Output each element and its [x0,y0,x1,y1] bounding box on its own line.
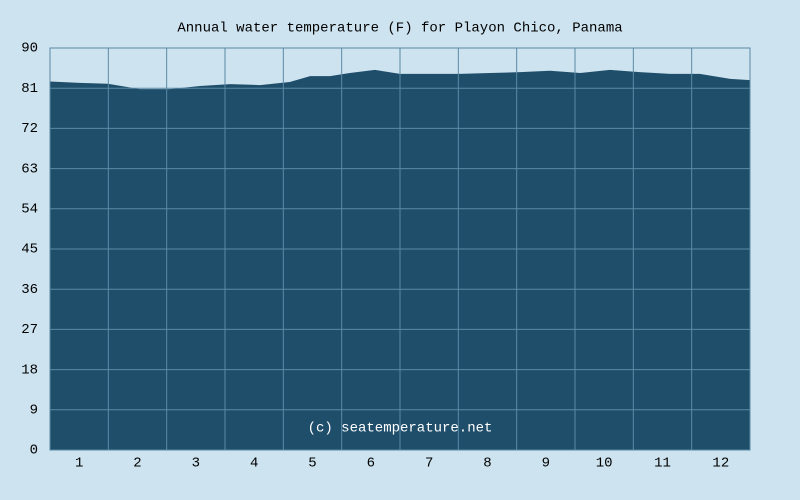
x-tick-label: 9 [542,456,550,472]
x-tick-label: 1 [75,456,83,472]
y-tick-label: 90 [21,41,38,57]
x-tick-label: 4 [250,456,258,472]
x-tick-label: 11 [654,456,671,472]
y-tick-label: 54 [21,202,38,218]
y-tick-label: 45 [21,242,38,258]
y-tick-label: 36 [21,282,38,298]
y-tick-label: 18 [21,362,38,378]
x-tick-label: 7 [425,456,433,472]
y-tick-label: 27 [21,322,38,338]
x-tick-label: 6 [367,456,375,472]
x-tick-label: 10 [596,456,613,472]
y-tick-label: 63 [21,161,38,177]
y-tick-label: 9 [30,403,38,419]
plot-border [49,47,751,451]
x-tick-label: 12 [712,456,729,472]
y-tick-label: 72 [21,121,38,137]
x-tick-label: 5 [308,456,316,472]
chart-title: Annual water temperature (F) for Playon … [177,21,622,37]
x-tick-label: 8 [483,456,491,472]
annotation: (c) seatemperature.net [308,421,493,437]
x-tick-label: 2 [133,456,141,472]
y-tick-label: 0 [30,443,38,459]
x-tick-label: 3 [192,456,200,472]
y-tick-label: 81 [21,81,38,97]
